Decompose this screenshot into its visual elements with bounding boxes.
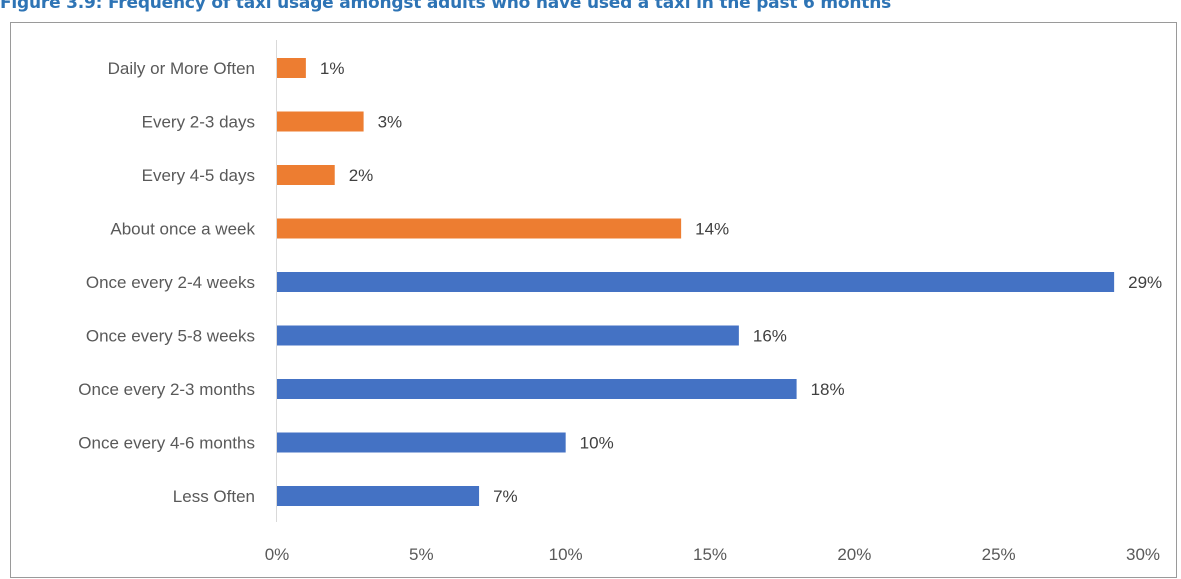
bar-8 [277,432,566,453]
category-label-5: Once every 2-4 weeks [86,273,255,292]
bar-5 [277,272,1115,292]
x-tick-label-6: 25% [982,545,1016,564]
value-label-6: 16% [753,327,787,346]
x-tick-label-4: 15% [693,545,727,564]
x-tick-label-2: 5% [409,545,434,564]
x-tick-label-1: 0% [265,545,290,564]
category-label-9: Less Often [173,487,255,506]
value-label-9: 7% [493,487,518,506]
value-label-4: 14% [695,220,729,239]
figure-title: Figure 3.9: Frequency of taxi usage amon… [0,0,892,13]
bar-1 [277,58,306,78]
category-label-3: Every 4-5 days [142,166,255,185]
x-tick-label-5: 20% [837,545,871,564]
bar-6 [277,325,739,346]
bar-3 [277,165,335,185]
category-label-6: Once every 5-8 weeks [86,327,255,346]
chart-frame [10,22,1177,578]
bar-2 [277,111,364,132]
value-label-1: 1% [320,59,345,78]
value-label-5: 29% [1128,273,1162,292]
value-label-2: 3% [378,113,403,132]
bar-7 [277,379,797,399]
bar-4 [277,218,682,239]
x-tick-label-7: 30% [1126,545,1160,564]
category-label-8: Once every 4-6 months [78,434,255,453]
category-label-2: Every 2-3 days [142,113,255,132]
bar-9 [277,486,480,506]
value-label-8: 10% [580,434,614,453]
value-label-7: 18% [811,380,845,399]
category-label-4: About once a week [110,220,255,239]
category-label-7: Once every 2-3 months [78,380,255,399]
x-tick-label-3: 10% [549,545,583,564]
category-label-1: Daily or More Often [108,59,255,78]
value-label-3: 2% [349,166,374,185]
